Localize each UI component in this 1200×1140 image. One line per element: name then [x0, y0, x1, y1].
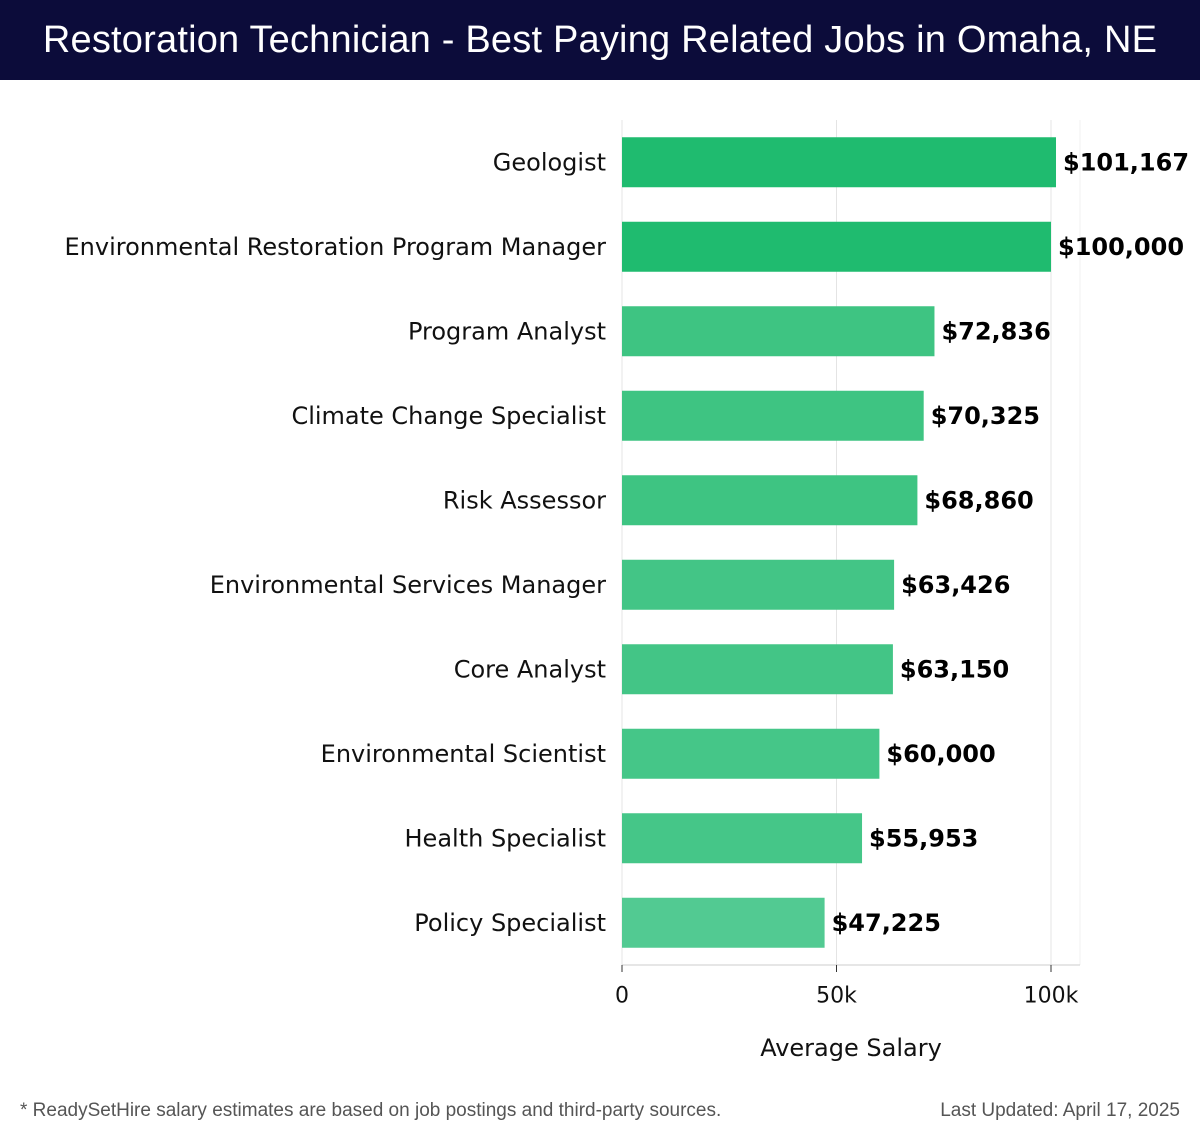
chart-title: Restoration Technician - Best Paying Rel…: [42, 18, 1158, 61]
category-label: Policy Specialist: [414, 909, 606, 937]
bar: [622, 306, 935, 357]
bar: [622, 475, 918, 526]
value-label: $68,860: [924, 486, 1033, 514]
bar: [622, 728, 880, 779]
x-tick-label: 0: [615, 984, 629, 1009]
bar: [622, 137, 1057, 188]
bar: [622, 221, 1051, 272]
bar: [622, 390, 924, 441]
category-label: Health Specialist: [405, 824, 607, 852]
value-label: $101,167: [1063, 148, 1189, 176]
bar: [622, 897, 825, 948]
value-label: $72,836: [941, 317, 1050, 345]
category-label: Climate Change Specialist: [291, 402, 606, 430]
category-label: Program Analyst: [408, 317, 606, 345]
x-axis-title: Average Salary: [760, 1034, 942, 1062]
bar: [622, 559, 895, 610]
value-label: $63,426: [901, 571, 1010, 599]
last-updated: Last Updated: April 17, 2025: [940, 1100, 1180, 1121]
value-label: $100,000: [1058, 233, 1184, 261]
value-label: $63,150: [900, 655, 1009, 683]
value-label: $60,000: [886, 740, 995, 768]
category-label: Environmental Scientist: [321, 740, 606, 768]
category-label: Geologist: [493, 148, 606, 176]
bar: [622, 813, 863, 864]
value-label: $70,325: [931, 402, 1040, 430]
bar: [622, 644, 893, 695]
chart-header: Restoration Technician - Best Paying Rel…: [0, 0, 1200, 80]
category-label: Environmental Services Manager: [210, 571, 606, 599]
category-label: Core Analyst: [454, 655, 606, 683]
value-label: $47,225: [832, 909, 941, 937]
footer-note: * ReadySetHire salary estimates are base…: [20, 1100, 722, 1121]
value-label: $55,953: [869, 824, 978, 852]
category-label: Environmental Restoration Program Manage…: [65, 233, 607, 261]
x-tick-label: 50k: [816, 984, 857, 1009]
x-tick-label: 100k: [1024, 984, 1079, 1009]
category-label: Risk Assessor: [443, 486, 606, 514]
